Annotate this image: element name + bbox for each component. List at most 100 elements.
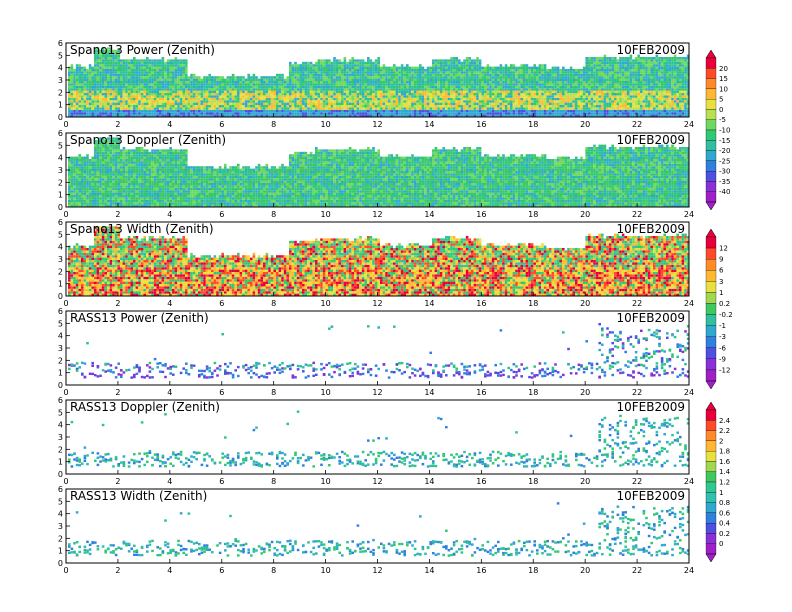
heatmap-cell (331, 76, 334, 78)
heatmap-cell (68, 98, 71, 100)
heatmap-cell (250, 88, 253, 90)
heatmap-cell (125, 88, 128, 90)
heatmap-cell (331, 79, 334, 81)
heatmap-cell (117, 88, 120, 90)
heatmap-cell (370, 91, 373, 93)
heatmap-cell (73, 83, 76, 85)
heatmap-cell (354, 110, 357, 112)
heatmap-cell (164, 95, 167, 97)
heatmap-cell (146, 95, 149, 97)
heatmap-cell (76, 91, 79, 93)
heatmap-cell (297, 95, 300, 97)
heatmap-cell (310, 107, 313, 109)
heatmap-cell (102, 76, 105, 78)
heatmap-cell (115, 67, 118, 69)
heatmap-cell (253, 107, 256, 109)
heatmap-cell (175, 103, 178, 105)
heatmap-cell (299, 79, 302, 81)
heatmap-cell (211, 112, 214, 114)
heatmap-cell (232, 112, 235, 114)
heatmap-cell (208, 74, 211, 76)
heatmap-cell (276, 103, 279, 105)
heatmap-cell (130, 79, 133, 81)
heatmap-cell (315, 83, 318, 85)
heatmap-cell (370, 79, 373, 81)
heatmap-cell (164, 98, 167, 100)
heatmap-cell (89, 86, 92, 88)
heatmap-cell (190, 100, 193, 102)
heatmap-cell (305, 98, 308, 100)
heatmap-cell (359, 98, 362, 100)
heatmap-cell (234, 105, 237, 107)
heatmap-cell (151, 59, 154, 61)
heatmap-cell (71, 98, 74, 100)
heatmap-cell (299, 67, 302, 69)
heatmap-cell (299, 86, 302, 88)
heatmap-cell (286, 91, 289, 93)
heatmap-cell (149, 103, 152, 105)
heatmap-cell (273, 100, 276, 102)
heatmap-cell (175, 74, 178, 76)
heatmap-cell (284, 103, 287, 105)
heatmap-cell (68, 74, 71, 76)
heatmap-cell (354, 98, 357, 100)
heatmap-cell (136, 100, 139, 102)
heatmap-cell (344, 74, 347, 76)
heatmap-cell (120, 112, 123, 114)
heatmap-cell (102, 112, 105, 114)
heatmap-cell (175, 86, 178, 88)
heatmap-cell (136, 105, 139, 107)
heatmap-cell (351, 86, 354, 88)
heatmap-cell (370, 100, 373, 102)
heatmap-cell (78, 76, 81, 78)
heatmap-cell (115, 107, 118, 109)
heatmap-cell (227, 91, 230, 93)
heatmap-cell (110, 76, 113, 78)
heatmap-cell (182, 103, 185, 105)
heatmap-cell (110, 103, 113, 105)
heatmap-cell (312, 67, 315, 69)
heatmap-cell (195, 86, 198, 88)
heatmap-cell (130, 100, 133, 102)
heatmap-cell (128, 62, 131, 64)
heatmap-cell (201, 98, 204, 100)
heatmap-cell (97, 69, 100, 71)
heatmap-cell (167, 93, 170, 95)
heatmap-cell (211, 86, 214, 88)
heatmap-cell (104, 93, 107, 95)
heatmap-cell (86, 88, 89, 90)
heatmap-cell (357, 81, 360, 83)
heatmap-cell (89, 76, 92, 78)
heatmap-cell (193, 88, 196, 90)
heatmap-cell (91, 88, 94, 90)
heatmap-cell (240, 110, 243, 112)
heatmap-cell (294, 100, 297, 102)
heatmap-cell (281, 100, 284, 102)
heatmap-cell (333, 98, 336, 100)
heatmap-cell (84, 103, 87, 105)
heatmap-cell (276, 74, 279, 76)
heatmap-cell (221, 103, 224, 105)
heatmap-cell (234, 79, 237, 81)
heatmap-cell (169, 107, 172, 109)
heatmap-cell (255, 81, 258, 83)
heatmap-cell (97, 103, 100, 105)
heatmap-cell (333, 57, 336, 59)
heatmap-cell (310, 103, 313, 105)
heatmap-cell (260, 93, 263, 95)
heatmap-cell (177, 79, 180, 81)
heatmap-cell (208, 98, 211, 100)
heatmap-cell (258, 98, 261, 100)
heatmap-cell (123, 59, 126, 61)
heatmap-cell (141, 64, 144, 66)
heatmap-cell (255, 112, 258, 114)
heatmap-cell (344, 95, 347, 97)
heatmap-cell (320, 91, 323, 93)
heatmap-cell (351, 71, 354, 73)
heatmap-cell (123, 91, 126, 93)
heatmap-cell (175, 79, 178, 81)
heatmap-cell (232, 74, 235, 76)
heatmap-cell (146, 88, 149, 90)
heatmap-cell (289, 74, 292, 76)
heatmap-cell (188, 93, 191, 95)
